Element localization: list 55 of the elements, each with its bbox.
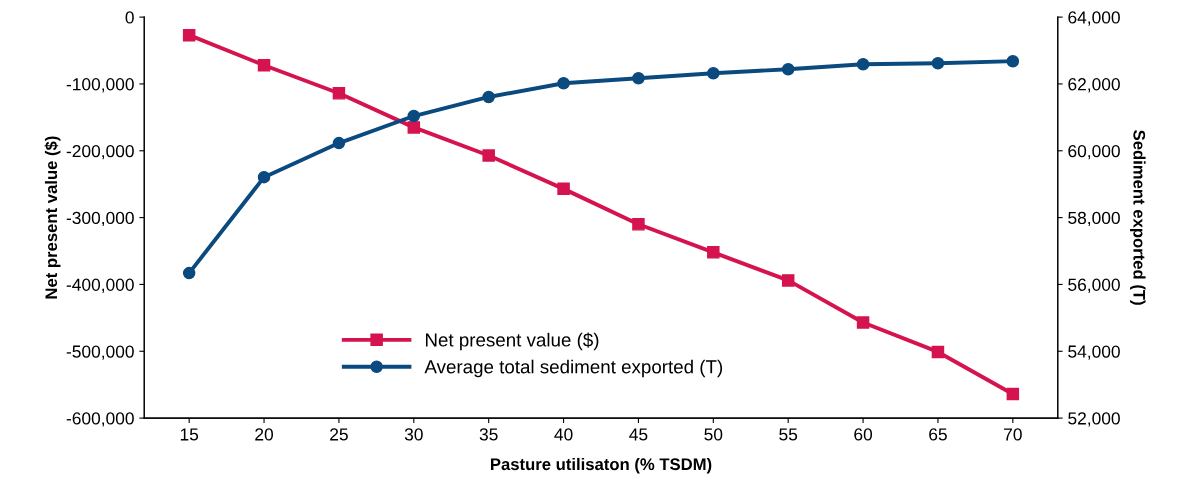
point [632, 218, 645, 231]
x-tick-label: 30 [404, 428, 423, 441]
x-tick-label: 55 [779, 428, 798, 441]
y-tick-label: -300,000 [66, 211, 134, 227]
point [707, 67, 720, 80]
y2-tick-label: 62,000 [1068, 78, 1120, 93]
y2-tick-label: 56,000 [1068, 278, 1120, 293]
y-tick-label: -500,000 [66, 345, 134, 360]
y2-tick-label: 54,000 [1068, 345, 1120, 360]
point [482, 90, 495, 104]
point [182, 28, 196, 42]
point [332, 136, 346, 150]
point [257, 58, 271, 72]
point [856, 57, 870, 71]
x-axis-title: Pasture utilisaton (% TSDM) [491, 457, 712, 474]
point [781, 274, 795, 287]
x-tick-label: 40 [554, 428, 573, 441]
point [407, 109, 421, 123]
point [707, 246, 720, 259]
legend-label: Average total sediment exported (T) [424, 359, 723, 378]
y-tick-label: -600,000 [66, 412, 134, 427]
y-tick-label: -100,000 [66, 78, 134, 93]
point [557, 77, 570, 90]
y2-tick-label: 64,000 [1068, 11, 1120, 26]
point [632, 72, 645, 85]
x-tick-label: 15 [180, 428, 199, 441]
x-tick-label: 50 [704, 428, 723, 441]
x-tick-label: 20 [255, 428, 274, 441]
point [182, 266, 196, 280]
point [1006, 54, 1020, 68]
y2-tick-label: 52,000 [1068, 412, 1120, 427]
point [257, 170, 271, 184]
x-tick-label: 60 [854, 428, 873, 441]
point [1006, 387, 1020, 401]
point [482, 149, 495, 162]
y2-axis-title: Sediment exported (T) [1130, 130, 1146, 305]
x-tick-label: 35 [479, 428, 498, 441]
y-tick-label: -400,000 [66, 278, 134, 293]
point [931, 56, 945, 70]
point [332, 87, 346, 100]
point [781, 62, 795, 76]
y2-tick-label: 58,000 [1068, 211, 1120, 227]
point [856, 316, 870, 329]
point [931, 345, 945, 359]
x-tick-label: 65 [929, 428, 947, 441]
point [557, 182, 570, 196]
y-tick-label: -200,000 [66, 144, 134, 160]
y-tick-label: 0 [125, 11, 134, 24]
y-axis-title: Net present value ($) [44, 136, 61, 299]
legend-label: Net present value ($) [425, 332, 599, 351]
x-tick-label: 70 [1004, 428, 1022, 441]
x-tick-label: 45 [629, 428, 648, 441]
y2-tick-label: 60,000 [1068, 144, 1120, 160]
x-tick-label: 25 [330, 428, 348, 441]
point [407, 121, 421, 134]
